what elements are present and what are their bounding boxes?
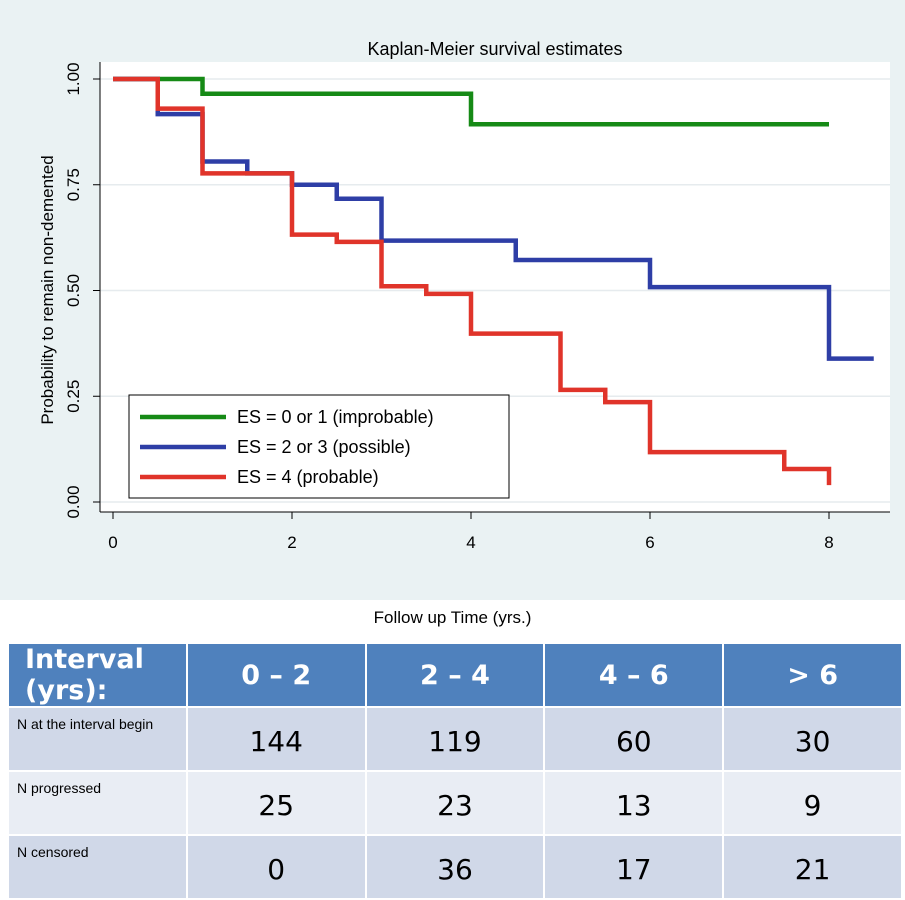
km-chart: 0.00 0.25 0.50 0.75 1.00 0 2 4 6 8 Kaplan-Meier su…: [38, 39, 890, 552]
legend-label: ES = 0 or 1 (improbable): [237, 407, 434, 427]
y-tick-label: 0.50: [64, 274, 83, 307]
x-tick-label: 2: [287, 533, 296, 552]
table-header-cell: 4 – 6: [543, 642, 725, 708]
table-cell: 36: [364, 834, 546, 900]
legend-label: ES = 2 or 3 (possible): [237, 437, 411, 457]
x-tick-label: 0: [108, 533, 117, 552]
table-header-row: Interval (yrs): 0 – 2 2 – 4 4 – 6 > 6: [7, 642, 903, 708]
row-label: N censored: [7, 834, 188, 900]
x-tick-label: 6: [645, 533, 654, 552]
km-series-line-1: [113, 76, 829, 127]
chart-region: 0.00 0.25 0.50 0.75 1.00 0 2 4 6 8 Kaplan-Meier su…: [0, 0, 905, 600]
table-cell: 30: [722, 706, 903, 772]
table-cell: 23: [364, 770, 546, 836]
row-label: N progressed: [7, 770, 188, 836]
table-cell: 21: [722, 834, 903, 900]
table-cell: 17: [543, 834, 725, 900]
table-header-cell: 2 – 4: [364, 642, 546, 708]
y-tick-label: 0.00: [64, 485, 83, 518]
chart-title: Kaplan-Meier survival estimates: [367, 39, 622, 59]
y-tick-label: 0.75: [64, 168, 83, 201]
legend-label: ES = 4 (probable): [237, 467, 379, 487]
table-cell: 13: [543, 770, 725, 836]
table-cell: 60: [543, 706, 725, 772]
y-tick-label: 1.00: [64, 62, 83, 95]
table-header-cell: > 6: [722, 642, 903, 708]
table-header-cell: Interval (yrs):: [7, 642, 188, 708]
table-row: N censored 0 36 17 21: [7, 834, 903, 900]
table-row: N at the interval begin 144 119 60 30: [7, 706, 903, 772]
x-tick-label: 8: [824, 533, 833, 552]
table-cell: 9: [722, 770, 903, 836]
table-header-cell: 0 – 2: [185, 642, 367, 708]
table-cell: 144: [185, 706, 367, 772]
risk-table: Interval (yrs): 0 – 2 2 – 4 4 – 6 > 6 N …: [7, 642, 903, 900]
x-axis-title: Follow up Time (yrs.): [373, 608, 532, 627]
y-axis-title: Probability to remain non-demented: [38, 155, 57, 424]
table-cell: 25: [185, 770, 367, 836]
y-tick-label: 0.25: [64, 380, 83, 413]
x-tick-label: 4: [466, 533, 475, 552]
table-row: N progressed 25 23 13 9: [7, 770, 903, 836]
row-label: N at the interval begin: [7, 706, 188, 772]
table-cell: 0: [185, 834, 367, 900]
km-series-line-3: [113, 76, 832, 486]
table-cell: 119: [364, 706, 546, 772]
